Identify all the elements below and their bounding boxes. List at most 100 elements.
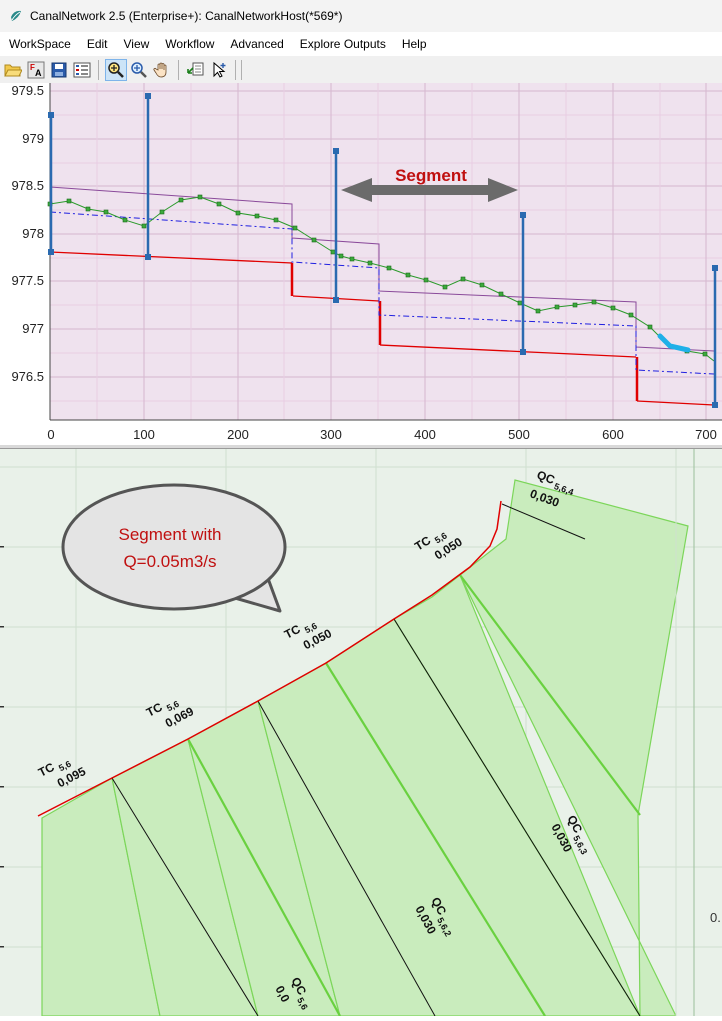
y-tick-label: 976.5 [11,369,44,384]
menu-help[interactable]: Help [401,37,427,51]
tc-label: TC 5,6 0,095 [36,759,88,791]
y-tick-labels: 979.5 979 978.5 978 977.5 977 976.5 [11,83,44,384]
tc-label: TC 5,6 0,069 [144,699,196,731]
structure-handle[interactable] [48,112,54,118]
ground-point [572,302,578,308]
toolbar-separator [98,59,99,80]
ground-point [479,282,485,288]
ground-point [517,300,523,306]
ground-point [554,304,560,310]
collector-lines [111,503,641,1017]
bed-drop-lines [290,263,639,401]
select-button[interactable] [208,59,230,81]
ground-point [311,237,317,243]
ground-point [197,194,203,200]
profile-grid [50,83,722,420]
y-tick-label: 978 [22,226,44,241]
y-tick-label: 978.5 [11,178,44,193]
structure-handle[interactable] [145,254,151,260]
qc-name: QC [535,468,557,487]
tc-label: TC 5,6 0,050 [412,530,465,562]
ground-point [330,249,336,255]
edge-label: 0. [710,910,721,925]
import-icon [187,62,204,75]
profile-chart[interactable]: 979.5 979 978.5 978 977.5 977 976.5 0 10… [0,83,722,445]
ground-point [386,265,392,271]
menu-edit[interactable]: Edit [86,37,108,51]
design-water-level [49,211,715,375]
tc-name: TC [36,760,57,780]
ground-point [235,210,241,216]
double-arrow-icon [341,178,518,202]
pan-hand-icon [153,62,167,77]
panel-divider[interactable] [0,445,722,448]
highlighted-segment[interactable] [657,333,691,353]
callout-line-1: Segment with [119,525,222,544]
ground-point [122,217,128,223]
plan-view[interactable]: TC 5,6 0,095 TC 5,6 0,069 TC 5,6 0,050 T… [0,448,722,1017]
ground-point [159,209,165,215]
tc-name: TC [282,622,303,642]
toolbar-separator [235,59,236,80]
pan-button[interactable] [151,59,173,81]
structure-handle[interactable] [712,402,718,408]
structure-handle[interactable] [712,265,718,271]
structure-handle[interactable] [333,148,339,154]
x-tick-labels: 0 100 200 300 400 500 600 700 [47,427,716,442]
open-button[interactable] [2,59,24,81]
zoom-button[interactable] [128,59,150,81]
structure-handle[interactable] [145,93,151,99]
x-tick-label: 300 [320,427,342,442]
ground-point [338,253,344,259]
menu-explore-outputs[interactable]: Explore Outputs [299,37,386,51]
toolbar-separator [241,59,242,80]
menu-view[interactable]: View [123,37,150,51]
canalnetwork-logo-icon [11,10,21,21]
x-tick-label: 0 [47,427,54,442]
tc-label: TC 5,6 0,050 [282,621,334,653]
structure-handles[interactable] [48,93,718,408]
ground-point [66,198,72,204]
menu-workflow[interactable]: Workflow [165,37,215,51]
profile-plot-area [50,83,722,420]
ground-point [254,213,260,219]
callout-line-2: Q=0.05m3/s [123,552,216,571]
ground-point [85,206,91,212]
x-tick-label: 500 [508,427,530,442]
zoom-window-button[interactable] [105,58,127,81]
svg-text:A: A [35,68,42,78]
menu-workspace[interactable]: WorkSpace [9,37,71,51]
plan-canvas[interactable]: TC 5,6 0,095 TC 5,6 0,069 TC 5,6 0,050 T… [0,449,722,1017]
callout-bubble: Segment with Q=0.05m3/s [61,483,287,613]
ground-point [591,299,597,305]
x-tick-label: 200 [227,427,249,442]
structure-handle[interactable] [520,349,526,355]
bank-line [49,186,715,352]
profile-view[interactable]: 979.5 979 978.5 978 977.5 977 976.5 0 10… [0,83,722,445]
canal-line[interactable] [37,500,502,817]
tc-name: TC [144,700,165,720]
x-tick-label: 600 [602,427,624,442]
y-tick-label: 979 [22,131,44,146]
ground-point [103,209,109,215]
svg-text:F: F [30,63,35,72]
save-icon [51,62,67,77]
ground-point [498,291,504,297]
tc-name: TC [412,533,433,554]
font-icon: F A [27,61,45,78]
ground-point [628,312,634,318]
ground-line [49,196,715,362]
import-button[interactable] [185,59,207,81]
axis-ticks [0,546,4,948]
ground-point [141,223,147,229]
toolbar: F A [0,56,722,84]
toolbar-separator [178,59,179,80]
structure-handle[interactable] [333,297,339,303]
properties-button[interactable] [71,59,93,81]
structure-handle[interactable] [520,212,526,218]
save-button[interactable] [48,59,70,81]
menu-bar: WorkSpace Edit View Workflow Advanced Ex… [0,32,722,56]
font-button[interactable]: F A [25,59,47,81]
menu-advanced[interactable]: Advanced [230,37,284,51]
structure-handle[interactable] [48,249,54,255]
